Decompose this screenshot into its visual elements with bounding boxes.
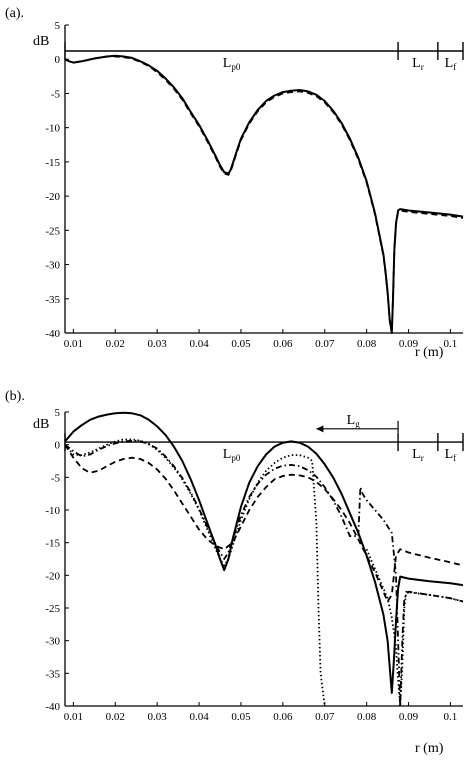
segment-label: Lr — [412, 447, 424, 463]
panel-a-axes: 5 0 -5 -10 -15 -20 -25 -30 -35 -40 0.01 0.02 0.03 0.0… — [45, 20, 464, 350]
x-tick-label: 0.1 — [444, 338, 458, 350]
series-line-dotted-1 — [64, 438, 326, 707]
series-line-solid-0 — [64, 411, 464, 694]
segment-label: Lp0 — [223, 447, 241, 463]
segment-label: Lf — [445, 56, 457, 72]
y-tick-label: 0 — [55, 440, 61, 452]
y-tick-label: 0 — [55, 54, 61, 66]
y-tick-label: -35 — [45, 668, 60, 680]
y-tick-label: -30 — [45, 260, 60, 272]
series-line-dashed-1 — [64, 55, 464, 334]
series-line-dotted-2 — [365, 548, 464, 707]
series-line-dashed-4 — [64, 444, 464, 603]
y-tick-label: -20 — [45, 191, 60, 203]
panel-b-label: (b). — [5, 389, 25, 404]
y-tick-label: 5 — [55, 20, 61, 32]
x-tick-label: 0.05 — [231, 711, 251, 723]
y-tick-label: -20 — [45, 570, 60, 582]
segment-label: Lr — [412, 56, 424, 72]
x-tick-label: 0.1 — [444, 711, 458, 723]
panel-b-axes: 5 0 -5 -10 -15 -20 -25 -30 -35 -40 0.01 0.02 0.03 0.0… — [45, 407, 464, 723]
y-tick-label: -30 — [45, 636, 60, 648]
panel-a-xlabel: r (m) — [415, 345, 444, 360]
x-tick-label: 0.03 — [148, 338, 168, 350]
panel-b: (b). dB r (m) 5 0 -5 -10 -15 -20 -25 -30 -35 -40 0… — [5, 389, 464, 756]
x-tick-label: 0.02 — [106, 711, 125, 723]
x-tick-label: 0.09 — [399, 338, 419, 350]
x-tick-label: 0.04 — [189, 711, 209, 723]
y-tick-label: -15 — [45, 538, 60, 550]
y-tick-label: -5 — [51, 472, 61, 484]
panel-a-ylabel: dB — [33, 34, 49, 49]
panel-b-ylabel: dB — [33, 417, 49, 432]
panel-a-label: (a). — [5, 6, 24, 21]
y-tick-label: -5 — [51, 88, 61, 100]
x-tick-label: 0.04 — [189, 338, 209, 350]
lg-arrow-head — [316, 425, 324, 433]
y-tick-label: -10 — [45, 505, 60, 517]
segment-label: Lp0 — [223, 56, 241, 72]
y-tick-label: -25 — [45, 603, 60, 615]
y-tick-label: -25 — [45, 225, 60, 237]
series-line-solid-0 — [64, 54, 464, 334]
series-line-dashdot-3 — [64, 439, 464, 707]
y-tick-label: -10 — [45, 123, 60, 135]
x-tick-label: 0.08 — [357, 711, 377, 723]
x-tick-label: 0.07 — [315, 711, 335, 723]
lg-label: Lg — [347, 413, 361, 429]
x-tick-label: 0.01 — [64, 711, 83, 723]
x-tick-label: 0.08 — [357, 338, 377, 350]
panel-a: (a). dB r (m) 5 0 -5 -10 -15 -20 -25 -30 -35 -40 0… — [5, 6, 464, 360]
x-tick-label: 0.05 — [231, 338, 251, 350]
x-tick-label: 0.01 — [64, 338, 83, 350]
y-tick-label: -15 — [45, 157, 60, 169]
segment-label: Lf — [445, 447, 457, 463]
x-tick-label: 0.06 — [273, 711, 293, 723]
y-tick-label: -40 — [45, 701, 60, 713]
x-tick-label: 0.06 — [273, 338, 293, 350]
panel-b-series — [64, 411, 464, 707]
y-tick-label: -40 — [45, 328, 60, 340]
x-tick-label: 0.03 — [148, 711, 168, 723]
y-tick-label: 5 — [55, 407, 61, 419]
panel-a-series — [64, 54, 464, 334]
y-tick-label: -35 — [45, 294, 60, 306]
panel-b-xlabel: r (m) — [415, 741, 444, 756]
x-tick-label: 0.09 — [399, 711, 419, 723]
x-tick-label: 0.07 — [315, 338, 335, 350]
x-tick-label: 0.02 — [106, 338, 125, 350]
